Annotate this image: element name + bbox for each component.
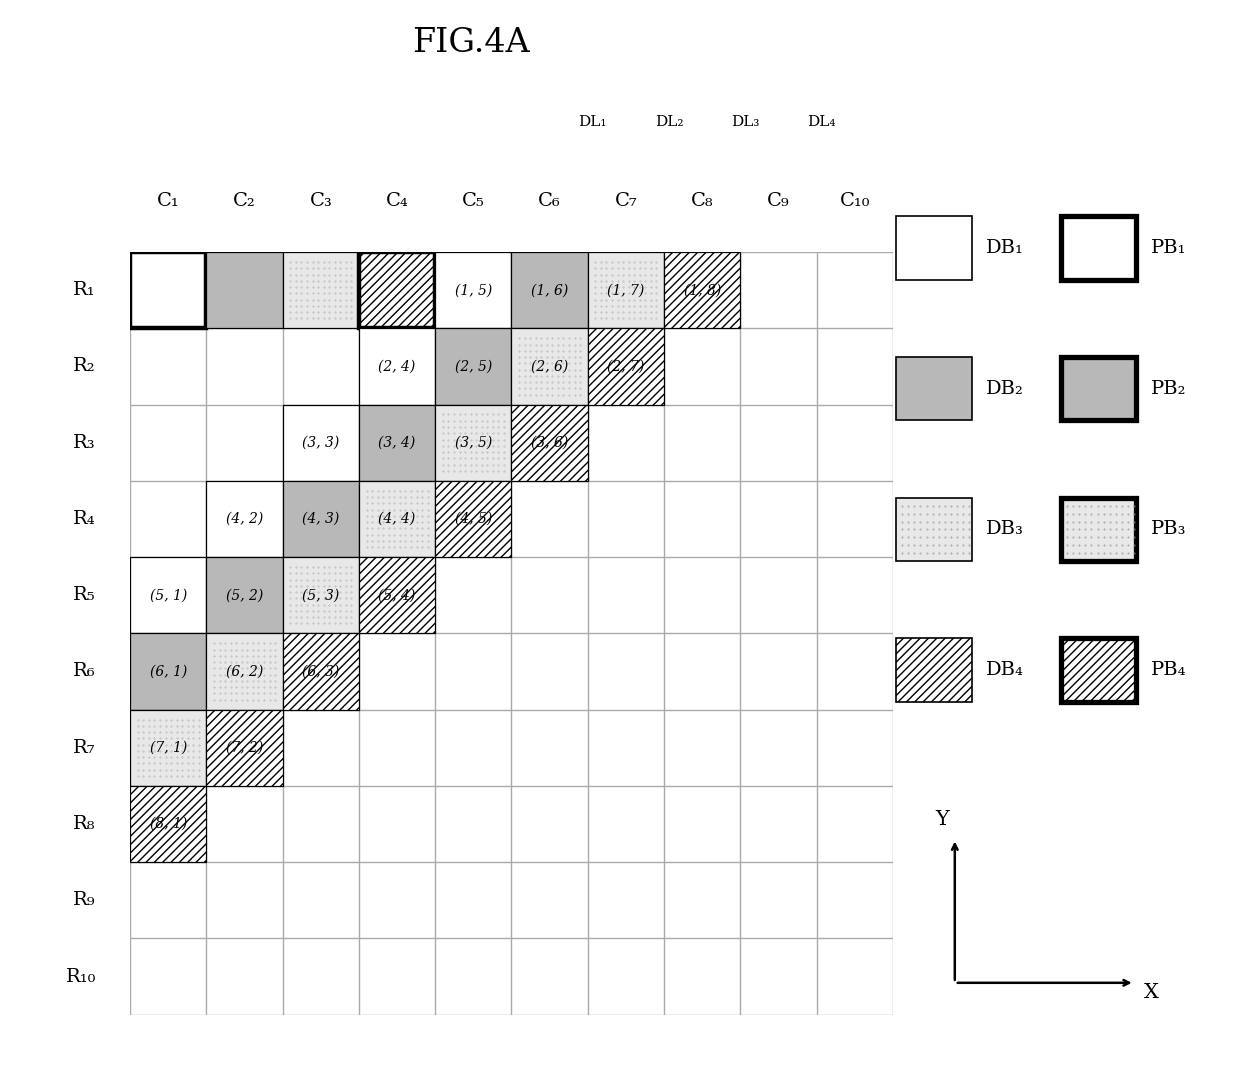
Text: PB₄: PB₄ — [1151, 661, 1187, 679]
Bar — [435, 252, 511, 329]
Text: (4, 2): (4, 2) — [226, 512, 263, 526]
Text: (5, 2): (5, 2) — [226, 589, 263, 602]
Bar — [206, 252, 283, 329]
Text: (4, 3): (4, 3) — [303, 512, 340, 526]
Text: R₉: R₉ — [73, 891, 95, 910]
Text: (3, 3): (3, 3) — [303, 436, 340, 450]
Text: DB₄: DB₄ — [986, 661, 1024, 679]
Text: R₃: R₃ — [73, 434, 95, 452]
Text: (7, 2): (7, 2) — [226, 740, 263, 755]
Text: Y: Y — [935, 810, 950, 829]
Text: R₅: R₅ — [73, 586, 95, 604]
Bar — [130, 786, 206, 863]
Bar — [897, 639, 972, 702]
Text: C₄: C₄ — [386, 192, 408, 210]
Bar — [283, 252, 360, 329]
Bar — [130, 633, 206, 710]
Text: (3, 5): (3, 5) — [455, 436, 492, 450]
Text: R₁: R₁ — [73, 281, 95, 299]
Text: C₆: C₆ — [538, 192, 560, 210]
Text: DL₁: DL₁ — [579, 116, 608, 130]
Text: (5, 3): (5, 3) — [303, 589, 340, 602]
Text: (7, 1): (7, 1) — [150, 740, 187, 755]
Text: R₂: R₂ — [73, 357, 95, 376]
Text: DB₁: DB₁ — [986, 239, 1024, 257]
Bar — [283, 404, 360, 480]
Text: PB₃: PB₃ — [1151, 521, 1187, 538]
Bar — [206, 710, 283, 786]
Text: DB₃: DB₃ — [986, 521, 1024, 538]
Text: (2, 4): (2, 4) — [378, 359, 415, 373]
Text: (1, 6): (1, 6) — [531, 283, 568, 297]
Bar — [435, 329, 511, 404]
Bar — [588, 329, 665, 404]
Bar — [360, 404, 435, 480]
Bar — [283, 557, 360, 633]
Text: FIG.4A: FIG.4A — [413, 27, 529, 59]
Text: (5, 4): (5, 4) — [378, 589, 415, 602]
Bar — [360, 252, 435, 329]
Text: (3, 4): (3, 4) — [378, 436, 415, 450]
Text: C₂: C₂ — [233, 192, 255, 210]
Text: (2, 7): (2, 7) — [608, 359, 645, 373]
Text: R₆: R₆ — [73, 663, 95, 680]
Text: DB₂: DB₂ — [986, 380, 1024, 397]
Text: (6, 1): (6, 1) — [150, 665, 187, 678]
Text: (4, 4): (4, 4) — [378, 512, 415, 526]
Text: C₇: C₇ — [615, 192, 637, 210]
Text: DL₂: DL₂ — [655, 116, 683, 130]
Text: R₁₀: R₁₀ — [66, 968, 95, 985]
Bar — [283, 633, 360, 710]
Text: C₈: C₈ — [691, 192, 713, 210]
Text: (1, 5): (1, 5) — [455, 283, 492, 297]
Bar — [360, 557, 435, 633]
Text: C₉: C₉ — [768, 192, 790, 210]
Text: (2, 5): (2, 5) — [455, 359, 492, 373]
Text: PB₁: PB₁ — [1151, 239, 1187, 257]
Bar — [1061, 216, 1136, 280]
Text: DL₄: DL₄ — [807, 116, 836, 130]
Text: PB₂: PB₂ — [1151, 380, 1187, 397]
Text: (4, 5): (4, 5) — [455, 512, 492, 526]
Bar — [665, 252, 740, 329]
Text: (1, 7): (1, 7) — [608, 283, 645, 297]
Text: DL₃: DL₃ — [732, 116, 760, 130]
Bar — [1061, 639, 1136, 702]
Bar — [1061, 498, 1136, 561]
Bar — [360, 480, 435, 557]
Text: R₈: R₈ — [73, 815, 95, 833]
Bar — [1061, 357, 1136, 420]
Bar — [511, 404, 588, 480]
Bar — [435, 404, 511, 480]
Bar — [130, 557, 206, 633]
Bar — [283, 480, 360, 557]
Text: (8, 1): (8, 1) — [150, 817, 187, 831]
Bar — [897, 498, 972, 561]
Bar — [435, 480, 511, 557]
Bar — [130, 710, 206, 786]
Bar — [360, 329, 435, 404]
Bar — [130, 252, 206, 329]
Bar — [206, 480, 283, 557]
Text: C₅: C₅ — [463, 192, 485, 210]
Bar — [511, 329, 588, 404]
Text: (2, 6): (2, 6) — [531, 359, 568, 373]
Bar — [206, 557, 283, 633]
Text: (1, 8): (1, 8) — [683, 283, 720, 297]
Text: (6, 3): (6, 3) — [303, 665, 340, 678]
Text: C₁₀: C₁₀ — [839, 192, 870, 210]
Text: C₃: C₃ — [310, 192, 332, 210]
Text: (3, 6): (3, 6) — [531, 436, 568, 450]
Text: R₄: R₄ — [73, 510, 95, 527]
Bar — [511, 252, 588, 329]
Bar — [897, 216, 972, 280]
Text: (6, 2): (6, 2) — [226, 665, 263, 678]
Text: R₇: R₇ — [73, 739, 95, 757]
Text: C₁: C₁ — [157, 192, 180, 210]
Text: X: X — [1145, 983, 1158, 1002]
Bar — [897, 357, 972, 420]
Bar — [588, 252, 665, 329]
Text: (5, 1): (5, 1) — [150, 589, 187, 602]
Bar — [206, 633, 283, 710]
